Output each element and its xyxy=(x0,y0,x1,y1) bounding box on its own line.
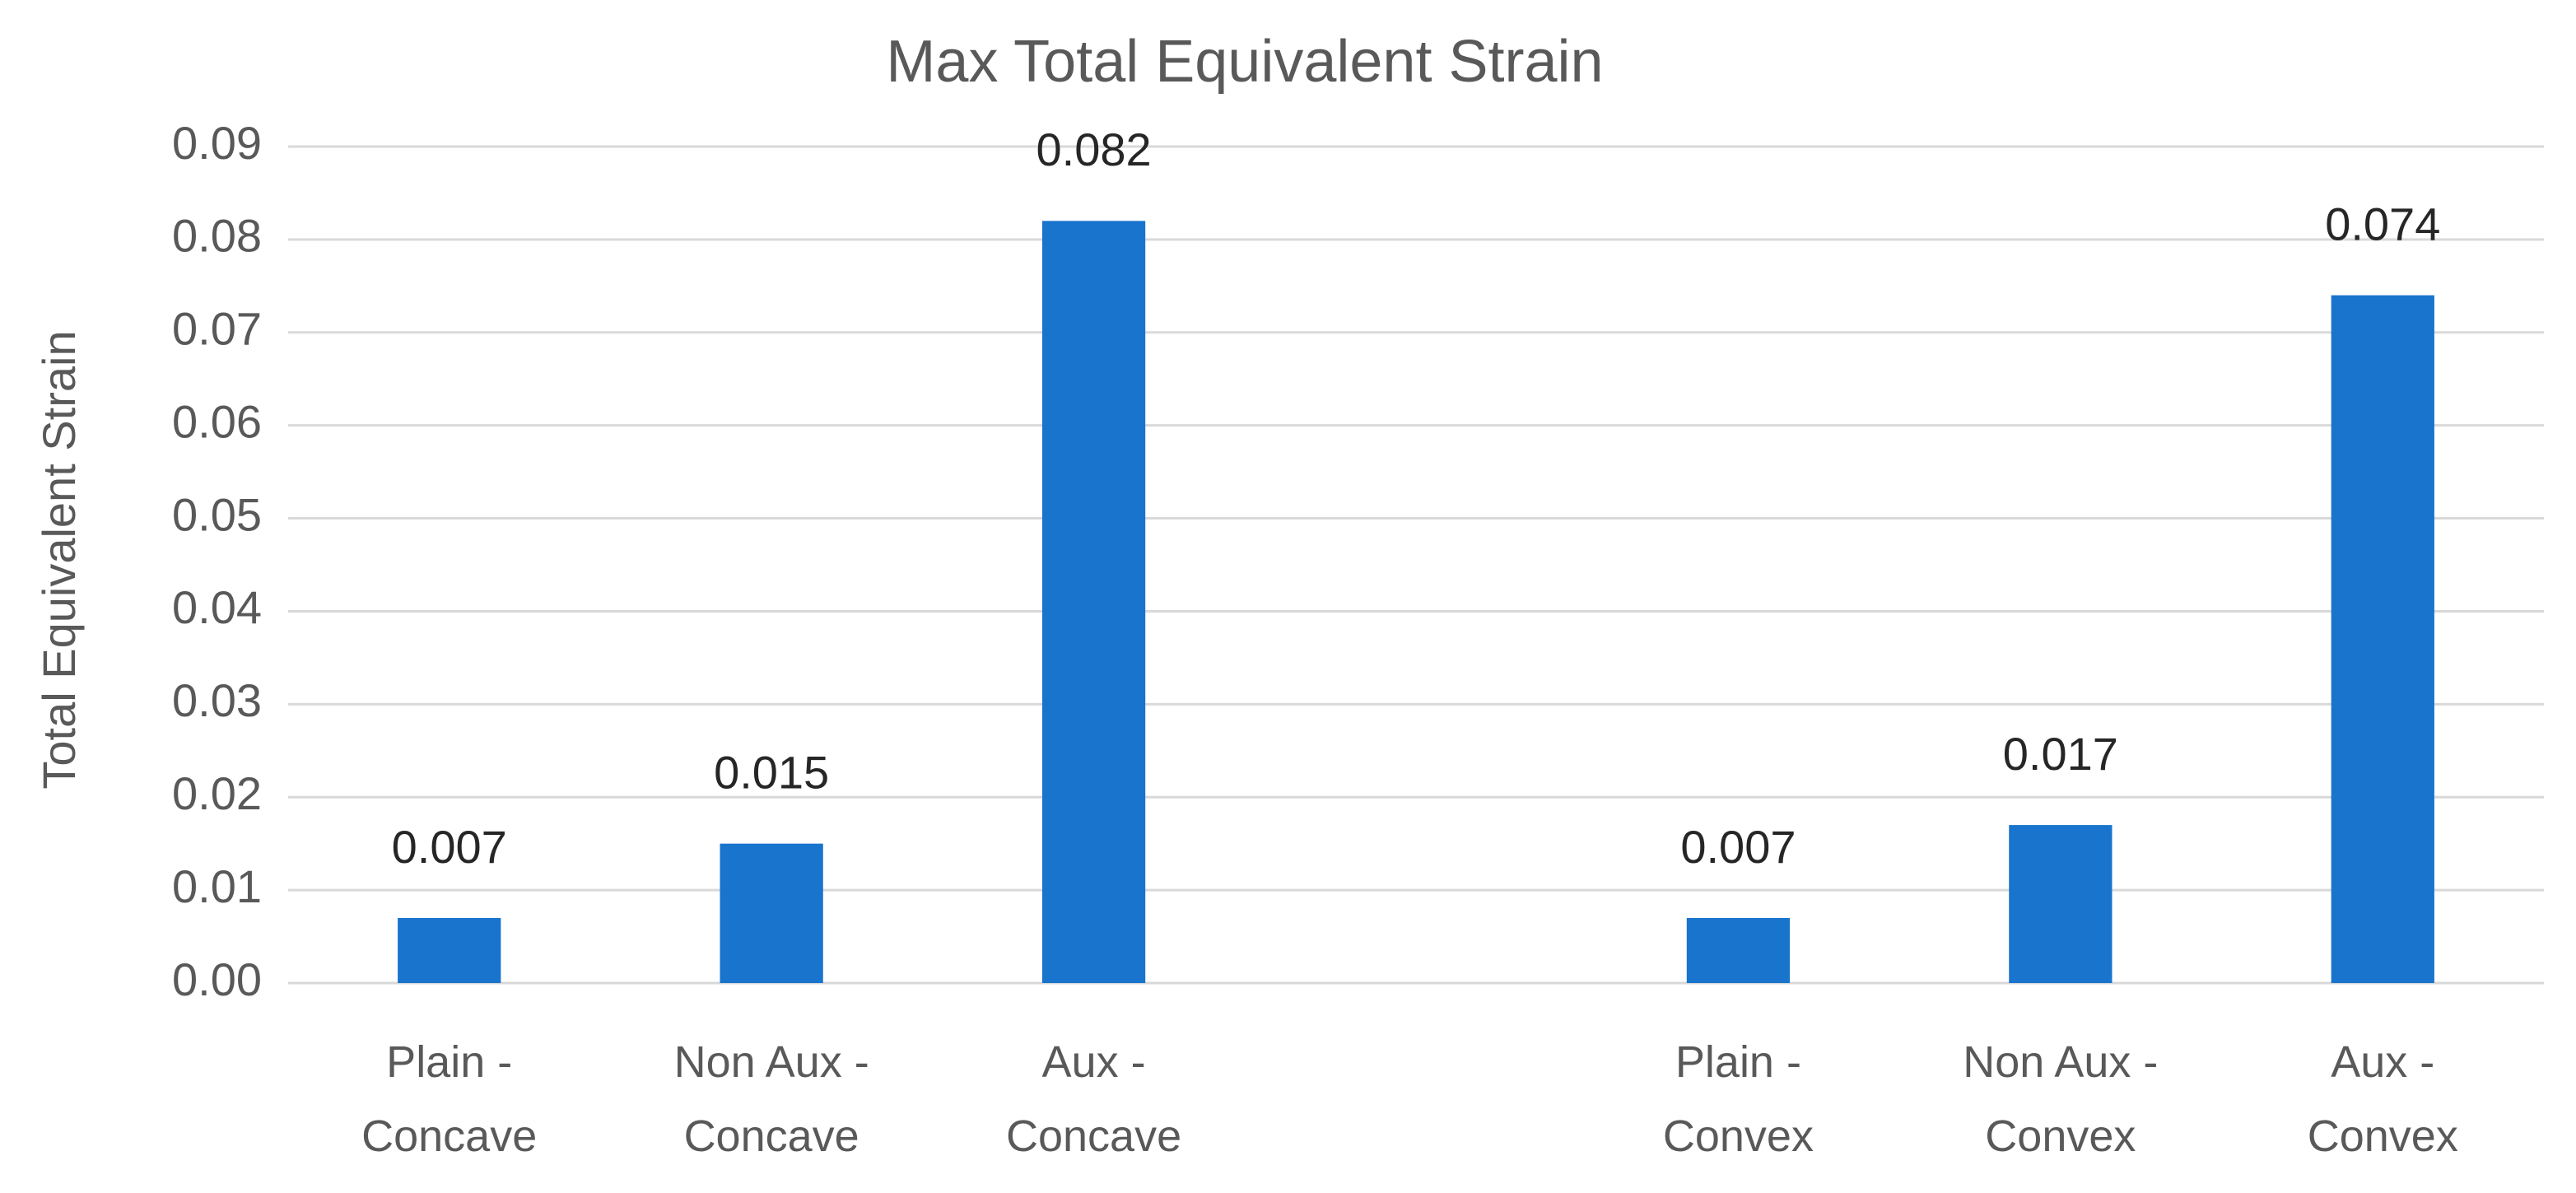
y-tick-label: 0.05 xyxy=(172,488,262,540)
data-label: 0.007 xyxy=(1680,821,1796,873)
bar xyxy=(1686,917,1791,983)
data-label: 0.007 xyxy=(392,821,507,873)
x-tick-label: Non Aux - Concave xyxy=(673,1037,869,1161)
y-tick-label: 0.01 xyxy=(172,860,262,912)
data-label: 0.017 xyxy=(2003,728,2118,780)
bar xyxy=(1041,221,1146,983)
y-tick-label: 0.08 xyxy=(172,210,262,262)
y-tick-label: 0.00 xyxy=(172,953,262,1005)
y-tick-label: 0.03 xyxy=(172,674,262,726)
y-tick-label: 0.07 xyxy=(172,303,262,355)
data-label: 0.082 xyxy=(1036,123,1152,175)
y-tick-label: 0.06 xyxy=(172,395,262,447)
y-tick-label: 0.04 xyxy=(172,581,262,633)
bar xyxy=(2009,825,2113,983)
x-tick-label: Aux - Convex xyxy=(2307,1037,2458,1161)
x-tick-label: Aux - Concave xyxy=(1005,1037,1182,1161)
y-tick-label: 0.09 xyxy=(172,117,262,169)
x-tick-label: Plain - Concave xyxy=(361,1037,538,1161)
data-label: 0.074 xyxy=(2325,198,2440,249)
bar xyxy=(2331,295,2434,984)
y-tick-label: 0.02 xyxy=(172,767,262,819)
chart-title: Max Total Equivalent Strain xyxy=(886,29,1603,95)
data-label: 0.015 xyxy=(714,746,829,798)
bar xyxy=(398,917,501,983)
x-tick-label: Plain - Convex xyxy=(1662,1037,1814,1161)
y-axis-label: Total Equivalent Strain xyxy=(33,330,85,789)
x-tick-label: Non Aux - Convex xyxy=(1963,1037,2159,1161)
bar xyxy=(720,843,823,983)
